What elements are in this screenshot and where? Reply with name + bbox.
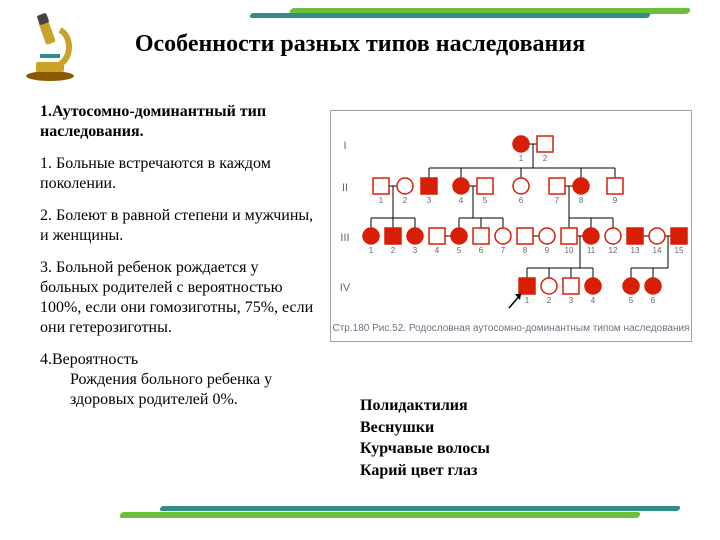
trait-3: Курчавые волосы bbox=[360, 438, 490, 460]
svg-text:3: 3 bbox=[569, 296, 574, 305]
svg-text:7: 7 bbox=[501, 246, 506, 255]
svg-text:3: 3 bbox=[427, 196, 432, 205]
svg-text:4: 4 bbox=[435, 246, 440, 255]
pedigree-svg: IIIIIIIV12123456789123456789101112131415… bbox=[331, 111, 691, 321]
svg-text:6: 6 bbox=[519, 196, 524, 205]
svg-text:IV: IV bbox=[340, 282, 351, 294]
svg-text:3: 3 bbox=[413, 246, 418, 255]
svg-text:11: 11 bbox=[587, 246, 596, 255]
body-p1: 1. Больные встречаются в каждом поколени… bbox=[40, 154, 320, 194]
svg-text:6: 6 bbox=[651, 296, 656, 305]
svg-text:5: 5 bbox=[483, 196, 488, 205]
decorative-top-swoosh bbox=[290, 8, 690, 20]
svg-text:9: 9 bbox=[613, 196, 618, 205]
svg-text:14: 14 bbox=[653, 246, 662, 255]
microscope-icon bbox=[20, 12, 80, 82]
svg-text:2: 2 bbox=[403, 196, 408, 205]
svg-text:13: 13 bbox=[631, 246, 640, 255]
svg-text:8: 8 bbox=[579, 196, 584, 205]
svg-text:6: 6 bbox=[479, 246, 484, 255]
svg-text:1: 1 bbox=[519, 154, 524, 163]
body-text: 1.Аутосомно-доминантный тип наследования… bbox=[40, 102, 320, 422]
svg-text:5: 5 bbox=[457, 246, 462, 255]
body-p4a: 4.Вероятность bbox=[40, 350, 320, 370]
decorative-bottom-swoosh bbox=[160, 506, 680, 520]
svg-text:8: 8 bbox=[523, 246, 528, 255]
svg-text:1: 1 bbox=[379, 196, 384, 205]
svg-text:II: II bbox=[342, 182, 348, 194]
svg-text:5: 5 bbox=[629, 296, 634, 305]
body-p4b: Рождения больного ребенка у здоровых род… bbox=[40, 370, 320, 410]
svg-text:9: 9 bbox=[545, 246, 550, 255]
slide-title: Особенности разных типов наследования bbox=[120, 30, 600, 59]
svg-text:III: III bbox=[340, 232, 349, 244]
traits-list: Полидактилия Веснушки Курчавые волосы Ка… bbox=[360, 395, 490, 481]
body-p3: 3. Больной ребенок рождается у больных р… bbox=[40, 258, 320, 338]
svg-text:15: 15 bbox=[675, 246, 684, 255]
svg-text:4: 4 bbox=[591, 296, 596, 305]
svg-text:2: 2 bbox=[547, 296, 552, 305]
svg-text:1: 1 bbox=[525, 296, 530, 305]
svg-text:4: 4 bbox=[459, 196, 464, 205]
svg-text:2: 2 bbox=[543, 154, 548, 163]
svg-text:12: 12 bbox=[609, 246, 618, 255]
trait-4: Карий цвет глаз bbox=[360, 460, 490, 482]
trait-2: Веснушки bbox=[360, 417, 490, 439]
body-heading: 1.Аутосомно-доминантный тип наследования… bbox=[40, 103, 266, 140]
body-p2: 2. Болеют в равной степени и мужчины, и … bbox=[40, 206, 320, 246]
pedigree-figure: IIIIIIIV12123456789123456789101112131415… bbox=[330, 110, 692, 342]
pedigree-caption: Стр.180 Рис.52. Родословная аутосомно-до… bbox=[331, 321, 691, 334]
svg-text:2: 2 bbox=[391, 246, 396, 255]
svg-text:I: I bbox=[343, 140, 346, 152]
trait-1: Полидактилия bbox=[360, 395, 490, 417]
svg-text:7: 7 bbox=[555, 196, 560, 205]
svg-text:1: 1 bbox=[369, 246, 374, 255]
svg-text:10: 10 bbox=[565, 246, 574, 255]
